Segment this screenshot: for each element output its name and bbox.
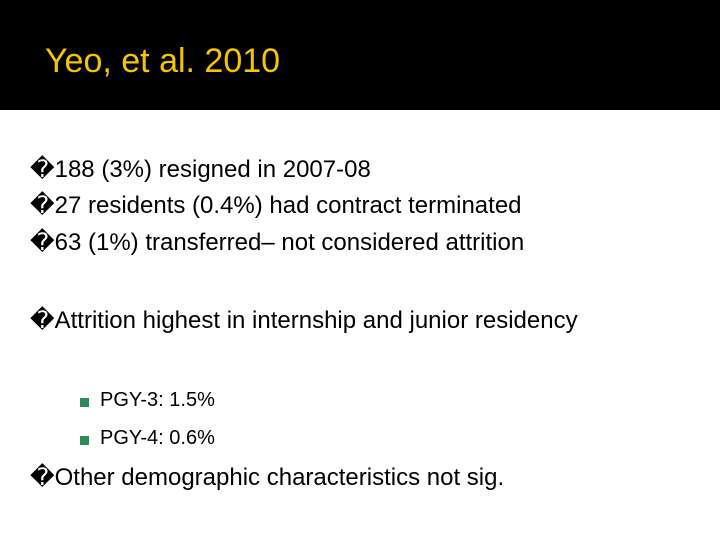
sub-bullet: PGY-4: 0.6%: [100, 427, 215, 449]
bullet: �Other demographic characteristics not s…: [30, 464, 505, 491]
bullet: �188 (3%) resigned in 2007-08: [30, 156, 371, 183]
sub-bullet: PGY-3: 1.5%: [100, 389, 215, 411]
sub-bullet-marker: [80, 398, 89, 407]
sub-bullet-marker: [80, 436, 89, 445]
bullet: �Attrition highest in internship and jun…: [30, 307, 578, 334]
bullet: �63 (1%) transferred– not considered att…: [30, 229, 525, 256]
header-band: [0, 0, 720, 110]
slide-title: Yeo, et al. 2010: [45, 42, 281, 80]
bullet: �27 residents (0.4%) had contract termin…: [30, 192, 522, 219]
